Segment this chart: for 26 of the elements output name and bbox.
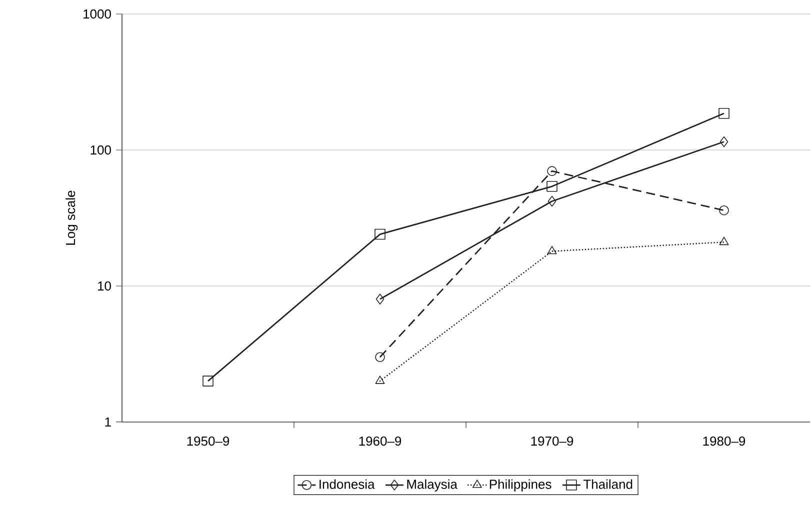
- x-tick-label: 1980–9: [703, 436, 746, 446]
- x-tick-label: 1950–9: [187, 436, 230, 446]
- y-axis-title: Log scale: [66, 190, 78, 245]
- point: [548, 196, 556, 207]
- point: [547, 246, 557, 254]
- point: [374, 228, 386, 240]
- y-tick-label: 100: [90, 145, 111, 155]
- legend-label: Indonesia: [320, 479, 375, 489]
- point: [202, 376, 214, 386]
- point: [719, 236, 729, 246]
- point: [718, 108, 730, 119]
- point: [546, 180, 558, 192]
- y-tick-label: 1000: [84, 9, 111, 19]
- point: [376, 294, 384, 305]
- legend-label: Philippines: [490, 479, 552, 492]
- point: [719, 205, 729, 216]
- legend-label: Thailand: [583, 479, 632, 489]
- point: [375, 376, 385, 384]
- point: [547, 166, 557, 176]
- point: [720, 136, 728, 148]
- x-tick-label: 1970–9: [531, 436, 574, 446]
- legend-label: Malaysia: [407, 479, 458, 492]
- y-tick-label: 1: [105, 418, 111, 426]
- x-tick-label: 1960–9: [359, 436, 402, 446]
- point: [375, 352, 385, 362]
- y-tick-label: 10: [98, 281, 111, 291]
